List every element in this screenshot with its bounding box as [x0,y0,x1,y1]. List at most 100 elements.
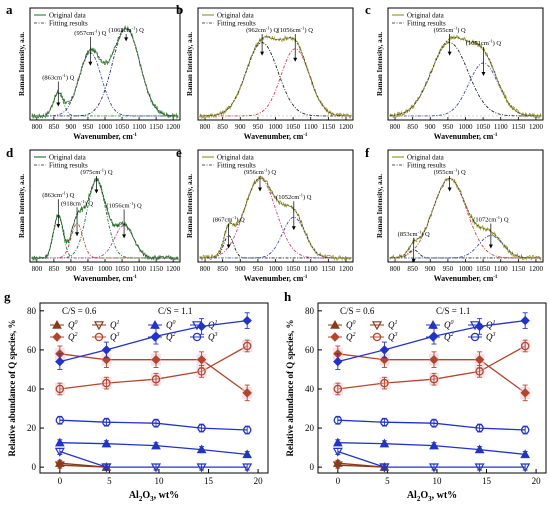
peak-arrowhead-0 [260,51,265,56]
peak-label-0: (955cm-1) Q [434,26,466,35]
x-tick-label: 1150 [149,265,163,273]
data-point-3 [102,378,111,388]
data-point-7 [151,418,161,428]
x-tick-label: 5 [107,476,112,486]
legend-label-original: Original data [407,154,445,162]
data-point-6 [55,356,65,367]
fitting-results-line [389,178,542,259]
panel-letter: g [4,289,11,304]
x-tick-label: 10 [432,476,442,486]
y-tick-label: 40 [27,384,37,394]
series-line-5 [337,450,526,468]
raman-panel-c: c 800 850 900 950 1000 1050 1100 1150 1200 Wavenum… [365,2,544,141]
y-axis-label: Raman Intensity, a.u. [18,32,26,96]
fitting-results-line [199,36,352,117]
x-tick-label: 5 [385,476,390,486]
y-axis-label: Raman Intensity, a.u. [376,32,384,96]
data-point-5 [54,447,65,457]
fitting-results-line [389,37,542,117]
x-tick-label: 15 [482,476,492,486]
x-tick-label: 800 [32,265,43,273]
legend-label-original: Original data [217,154,255,162]
panel-letter: h [284,289,292,304]
data-point-6 [196,321,207,332]
x-tick-label: 0 [58,476,63,486]
peak-label-0: (962cm-1) Q [246,26,278,35]
fitting-results-line [199,177,352,259]
data-point-3 [242,341,252,351]
data-point-2 [520,388,530,398]
fit-peak-2 [389,235,541,259]
data-point-4 [101,438,112,448]
group-title-1: C/S = 1.1 [436,306,470,316]
x-tick-label: 800 [32,123,43,131]
series-line-1 [59,464,107,468]
peak-label-0: (853cm-1) Q [398,229,430,238]
legend-label-fit: Fitting results [49,20,88,28]
data-point-7 [520,425,530,435]
peak-arrowhead-0 [56,102,61,107]
legend-label-fit: Fitting results [49,162,88,170]
x-tick-label: 1100 [132,265,146,273]
peak-label-2: (1062cm-1) Q [108,26,144,35]
legend-marker-7 [470,332,480,342]
peak-arrowhead-1 [447,187,452,192]
peak-label-2: (1052cm-1) Q [276,193,312,202]
series-line-5 [59,450,248,468]
legend-label-0: Q0 [346,320,356,330]
fit-peak-0 [389,42,541,117]
y-axis-label: Raman Intensity, a.u. [18,174,26,238]
legend-label-original: Original data [407,12,445,20]
x-axis-label: Wavenumber, cm-1 [73,132,137,141]
fit-peak-2 [31,27,179,117]
x-tick-label: 800 [200,123,211,131]
data-point-6 [333,356,343,367]
original-data-line [389,177,542,261]
x-tick-label: 1150 [321,123,335,131]
x-tick-label: 1100 [304,123,318,131]
x-axis-label: Wavenumber, cm-1 [434,132,498,141]
x-tick-label: 1000 [459,123,474,131]
data-point-6 [379,345,390,355]
x-tick-label: 1050 [115,123,130,131]
panel-letter: d [6,145,14,160]
data-point-7 [429,418,439,428]
x-tick-label: 1000 [98,265,113,273]
peak-arrowhead-1 [293,57,298,62]
x-tick-label: 850 [49,123,60,131]
x-axis-label: Al2O3, wt% [129,490,179,503]
x-tick-label: 15 [204,476,214,486]
x-tick-label: 1100 [304,265,318,273]
y-tick-label: 80 [27,306,37,316]
data-point-5 [101,463,112,473]
fit-peak-1 [31,52,178,117]
data-point-3 [151,374,161,384]
peak-label-2: (975cm-1) Q [80,168,112,177]
peak-label-1: (1051cm-1) Q [466,38,502,47]
panel-letter: b [176,2,183,17]
original-data-line [31,25,179,120]
plot-frame [39,302,269,474]
y-tick-label: 60 [305,345,315,355]
x-tick-label: 800 [200,265,211,273]
data-point-7 [333,415,343,425]
fit-peak-0 [199,42,351,117]
fit-peak-1 [31,222,178,259]
x-tick-label: 900 [235,265,246,273]
fit-peak-0 [31,92,178,117]
legend-label-6: Q2 [444,332,454,342]
x-tick-label: 1000 [269,265,284,273]
group-title-0: C/S = 0.6 [62,306,97,316]
raman-panel-a: a 800 850 900 950 1000 1050 1100 1150 1200 Wavenum… [6,2,181,141]
x-tick-label: 0 [336,476,341,486]
legend-label-4: Q0 [444,320,454,330]
data-point-5 [474,463,485,473]
x-tick-label: 1200 [339,123,354,131]
legend-label-6: Q2 [166,332,176,342]
peak-arrowhead-1 [481,71,486,76]
fitting-results-line [31,179,179,259]
x-tick-label: 1150 [511,265,525,273]
legend-label-3: Q3 [388,332,398,342]
x-tick-label: 10 [154,476,164,486]
legend-marker-1 [371,321,383,331]
